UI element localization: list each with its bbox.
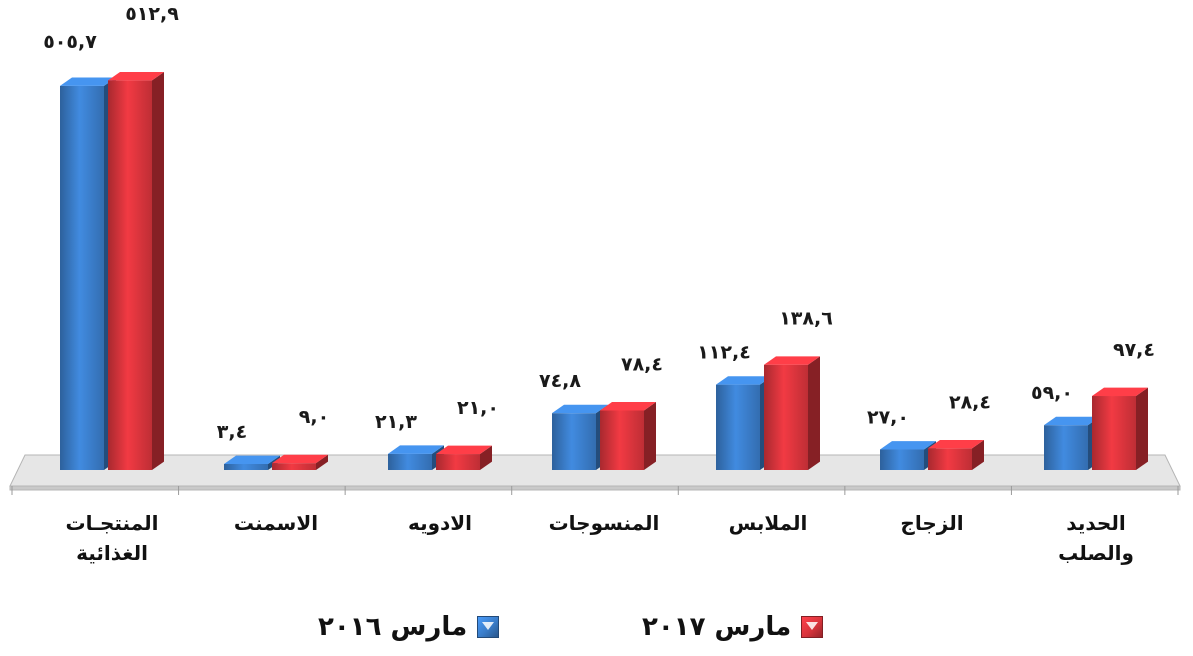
bar-front bbox=[880, 449, 924, 470]
value-label-2016-1: ٣,٤ bbox=[217, 421, 247, 443]
bar-2016-6 bbox=[1044, 416, 1100, 470]
value-label-2016-6: ٥٩,٠ bbox=[1031, 382, 1073, 404]
bar-top bbox=[108, 71, 164, 81]
value-labels-group: ٥٠٥,٧ ٥١٢,٩ ٣,٤ ٩,٠ ٢١,٣ ٢١,٠ ٧٤,٨ ٧٨,٤ ١١٢,٤ ١٣٨… bbox=[43, 3, 1155, 443]
bar-front bbox=[272, 463, 316, 470]
bar-2016-5 bbox=[880, 441, 936, 470]
category-label-2: الادويه bbox=[408, 511, 472, 535]
category-labels-group: المنتجـات الغذائية الاسمنت الادويه المنسوجات… bbox=[66, 511, 1134, 565]
bar-front bbox=[600, 410, 644, 470]
category-label-line: الغذائية bbox=[76, 541, 148, 565]
bar-front bbox=[716, 384, 760, 470]
bar-front bbox=[108, 80, 152, 470]
bar-2016-0 bbox=[60, 77, 116, 471]
bar-chart: ٥٠٥,٧ ٥١٢,٩ ٣,٤ ٩,٠ ٢١,٣ ٢١,٠ ٧٤,٨ ٧٨,٤ ١١٢,٤ ١٣٨… bbox=[9, 3, 1181, 565]
bar-front bbox=[1044, 425, 1088, 470]
bar-top bbox=[552, 404, 608, 414]
bar-2017-6 bbox=[1092, 387, 1148, 470]
legend-swatch-2017 bbox=[801, 616, 824, 638]
bar-side bbox=[152, 71, 164, 470]
bar-2017-4 bbox=[764, 356, 820, 470]
category-label-line: الملابس bbox=[729, 511, 808, 535]
bar-top bbox=[1044, 416, 1100, 426]
bar-2017-0 bbox=[108, 71, 164, 470]
value-label-2017-3: ٧٨,٤ bbox=[621, 353, 663, 375]
value-label-2017-4: ١٣٨,٦ bbox=[779, 308, 833, 330]
value-label-2016-2: ٢١,٣ bbox=[375, 411, 417, 433]
bar-front bbox=[764, 364, 808, 470]
bar-top bbox=[928, 440, 984, 449]
value-label-2017-6: ٩٧,٤ bbox=[1113, 339, 1155, 361]
bars-group bbox=[60, 71, 1148, 471]
value-label-2016-0: ٥٠٥,٧ bbox=[43, 31, 97, 53]
value-label-2016-5: ٢٧,٠ bbox=[867, 406, 909, 428]
category-label-line: المنتجـات bbox=[66, 511, 159, 535]
bar-top bbox=[1092, 387, 1148, 397]
legend-label-2017: مارس ٢٠١٧ bbox=[642, 612, 792, 642]
value-label-2017-5: ٢٨,٤ bbox=[949, 391, 991, 413]
category-label-line: الادويه bbox=[408, 511, 472, 535]
bar-side bbox=[480, 445, 492, 470]
legend-item-2016: مارس ٢٠١٦ bbox=[318, 612, 500, 642]
bar-front bbox=[60, 85, 104, 471]
bar-front bbox=[224, 464, 268, 470]
bar-front bbox=[928, 448, 972, 470]
category-label-3: المنسوجات bbox=[549, 511, 660, 535]
category-label-line: الزجاج bbox=[900, 511, 963, 535]
value-label-2016-4: ١١٢,٤ bbox=[697, 342, 751, 364]
category-label-line: الحديد bbox=[1066, 511, 1125, 535]
bar-2017-5 bbox=[928, 440, 984, 470]
category-label-5: الزجاج bbox=[900, 511, 963, 535]
category-label-line: والصلب bbox=[1058, 541, 1134, 565]
bar-top bbox=[716, 376, 772, 385]
bar-front bbox=[552, 413, 596, 470]
bar-top bbox=[436, 445, 492, 455]
bar-side bbox=[644, 402, 656, 470]
bar-top bbox=[272, 454, 328, 464]
bar-side bbox=[972, 440, 984, 470]
bar-top bbox=[880, 441, 936, 450]
value-label-2017-2: ٢١,٠ bbox=[457, 397, 499, 419]
bar-front bbox=[1092, 396, 1136, 470]
category-label-6: الحديد والصلب bbox=[1058, 511, 1134, 565]
legend-label-2016: مارس ٢٠١٦ bbox=[318, 612, 468, 642]
floor-front bbox=[9, 485, 1181, 491]
bar-2016-3 bbox=[552, 404, 608, 470]
category-label-1: الاسمنت bbox=[234, 511, 318, 535]
bar-front bbox=[436, 454, 480, 470]
category-label-line: المنسوجات bbox=[549, 511, 660, 535]
bar-top bbox=[224, 455, 280, 464]
bar-side bbox=[1136, 387, 1148, 470]
bar-top bbox=[600, 402, 656, 411]
category-label-4: الملابس bbox=[729, 511, 808, 535]
category-label-line: الاسمنت bbox=[234, 511, 318, 535]
value-label-2017-0: ٥١٢,٩ bbox=[125, 3, 179, 25]
bar-2016-2 bbox=[388, 445, 444, 470]
value-label-2016-3: ٧٤,٨ bbox=[539, 370, 581, 392]
bar-front bbox=[388, 453, 432, 470]
legend-swatch-2016 bbox=[477, 616, 500, 638]
bar-2017-1 bbox=[272, 454, 328, 470]
bar-top bbox=[764, 356, 820, 365]
legend-item-2017: مارس ٢٠١٧ bbox=[642, 612, 824, 642]
category-label-0: المنتجـات الغذائية bbox=[66, 511, 159, 565]
value-label-2017-1: ٩,٠ bbox=[299, 406, 329, 428]
bar-2017-2 bbox=[436, 445, 492, 470]
bar-top bbox=[388, 445, 444, 454]
bar-top bbox=[60, 77, 116, 86]
bar-2017-3 bbox=[600, 402, 656, 470]
bar-side bbox=[316, 454, 328, 470]
legend: مارس ٢٠١٦ مارس ٢٠١٧ bbox=[0, 612, 1193, 652]
bar-side bbox=[808, 356, 820, 470]
bar-2016-4 bbox=[716, 376, 772, 470]
